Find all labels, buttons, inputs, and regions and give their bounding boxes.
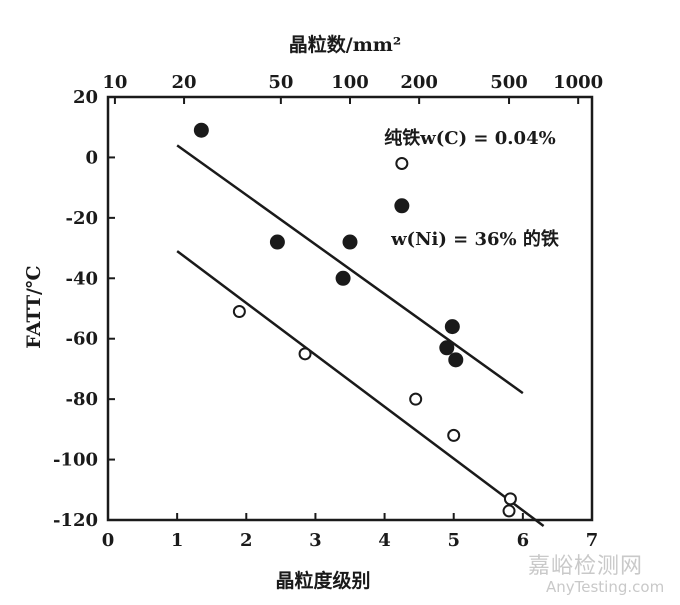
watermark-url: AnyTesting.com <box>546 578 665 596</box>
data-point-series-1-2 <box>298 347 312 361</box>
fit-lines <box>176 144 545 528</box>
top-tick-label-4: 200 <box>400 72 438 93</box>
x-tick-label-3: 3 <box>309 530 322 551</box>
data-point-series-1-6 <box>502 504 516 518</box>
data-point-series-0-0 <box>193 122 209 138</box>
x-axis-label: 晶粒度级别 <box>275 569 370 592</box>
fit-line-series-0 <box>176 144 524 395</box>
fit-line-series-1 <box>176 250 545 528</box>
data-point-series-0-5 <box>439 340 455 356</box>
y-tick-label-2: -20 <box>65 208 98 229</box>
data-markers <box>193 122 517 518</box>
top-tick-label-3: 100 <box>331 72 369 93</box>
y-tick-label-6: -100 <box>53 450 98 471</box>
x-tick-label-5: 5 <box>447 530 460 551</box>
x-tick-label-4: 4 <box>378 530 391 551</box>
data-point-series-1-4 <box>447 428 461 442</box>
plot-border <box>106 95 594 522</box>
top-tick-label-5: 500 <box>490 72 528 93</box>
data-point-series-0-7 <box>448 352 464 368</box>
top-tick-label-6: 1000 <box>553 72 603 93</box>
legend-label-pure-iron: 纯铁w(C) = 0.04% <box>384 127 555 149</box>
data-point-series-0-3 <box>342 234 358 250</box>
y-tick-label-5: -80 <box>65 389 98 410</box>
x-tick-label-0: 0 <box>102 530 115 551</box>
top-tick-label-1: 20 <box>172 72 197 93</box>
plot-frame <box>106 95 594 522</box>
x-tick-label-6: 6 <box>517 530 530 551</box>
data-point-series-0-1 <box>269 234 285 250</box>
y-tick-label-0: 20 <box>73 87 98 108</box>
y-tick-label-4: -60 <box>65 329 98 350</box>
data-point-series-1-3 <box>409 392 423 406</box>
y-tick-label-1: 0 <box>85 147 98 168</box>
top-tick-label-0: 10 <box>102 72 127 93</box>
data-point-series-1-0 <box>395 156 409 170</box>
x-tick-label-2: 2 <box>240 530 253 551</box>
watermark-logo-text: 嘉峪检测网 <box>528 554 644 579</box>
top-tick-label-2: 50 <box>268 72 293 93</box>
data-point-series-1-1 <box>232 305 246 319</box>
y-tick-label-3: -40 <box>65 268 98 289</box>
y-tick-label-7: -120 <box>53 510 98 531</box>
x-tick-label-7: 7 <box>586 530 599 551</box>
data-point-series-0-2 <box>335 270 351 286</box>
legend-label-ni-iron: w(Ni) = 36% 的铁 <box>390 228 559 250</box>
data-point-series-0-4 <box>394 198 410 214</box>
data-point-series-0-6 <box>444 319 460 335</box>
x-tick-label-1: 1 <box>171 530 184 551</box>
top-axis-label: 晶粒数/mm² <box>289 33 401 56</box>
y-axis-label: FATT/℃ <box>23 265 45 348</box>
data-point-series-1-5 <box>503 492 517 506</box>
